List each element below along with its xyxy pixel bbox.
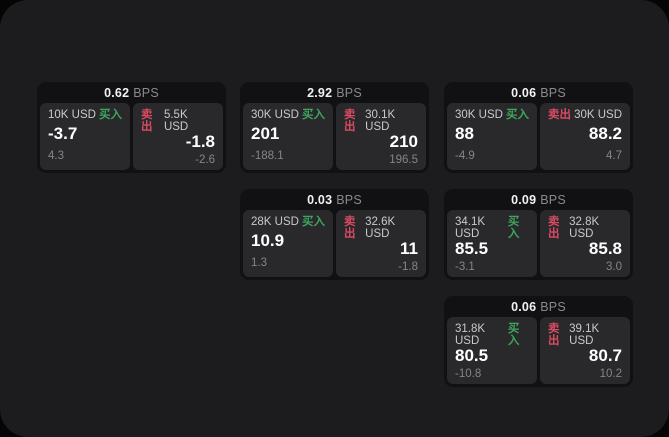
buy-amount: 30K USD — [455, 109, 503, 121]
sell-side-label: 卖出 — [141, 109, 153, 133]
quote-panels: 30K USD 买入 201 -188.1 卖出 30.1K USD 210 1… — [243, 103, 426, 170]
sell-side-label: 卖出 — [548, 323, 560, 347]
sell-panel[interactable]: 卖出 32.6K USD 11 -1.8 — [336, 210, 426, 277]
sell-price: 80.7 — [588, 346, 622, 365]
card-header: 0.06 BPS — [447, 296, 630, 317]
sell-panel[interactable]: 卖出 5.5K USD -1.8 -2.6 — [133, 103, 223, 170]
sell-price: -1.8 — [185, 132, 215, 151]
bps-value: 0.09 — [511, 192, 537, 207]
buy-side-label: 买入 — [302, 216, 325, 228]
quote-panels: 34.1K USD 买入 85.5 -3.1 卖出 32.8K USD 85.8… — [447, 210, 630, 277]
sell-amount: 30K USD — [574, 109, 622, 121]
quote-card-0: 0.62 BPS 10K USD 买入 -3.7 4.3 卖出 5.5K USD… — [37, 82, 226, 173]
buy-amount: 31.8K USD — [455, 323, 486, 347]
buy-amount: 10K USD — [48, 109, 96, 121]
quote-panels: 10K USD 买入 -3.7 4.3 卖出 5.5K USD -1.8 -2.… — [40, 103, 223, 170]
sell-amount: 5.5K USD — [163, 109, 189, 133]
sell-delta: 196.5 — [389, 154, 418, 166]
sell-side-label: 卖出 — [344, 109, 356, 133]
buy-side-label: 买入 — [506, 109, 529, 121]
card-header: 0.06 BPS — [447, 82, 630, 103]
bps-suffix-label: BPS — [540, 85, 566, 100]
buy-panel[interactable]: 30K USD 买入 201 -188.1 — [243, 103, 333, 170]
buy-amount: 34.1K USD — [455, 216, 486, 240]
buy-amount: 28K USD — [251, 216, 299, 228]
bps-value: 0.06 — [511, 85, 537, 100]
buy-side-label: 买入 — [507, 216, 520, 240]
quote-panels: 31.8K USD 买入 80.5 -10.8 卖出 39.1K USD 80.… — [447, 317, 630, 384]
bps-value: 0.62 — [104, 85, 130, 100]
sell-panel[interactable]: 卖出 30.1K USD 210 196.5 — [336, 103, 426, 170]
buy-side-label: 买入 — [507, 323, 520, 347]
buy-price: 88 — [455, 124, 474, 144]
bps-value: 0.03 — [307, 192, 333, 207]
sell-panel[interactable]: 卖出 32.8K USD 85.8 3.0 — [540, 210, 630, 277]
bps-suffix-label: BPS — [540, 192, 566, 207]
quote-card-5: 0.06 BPS 31.8K USD 买入 80.5 -10.8 卖出 39.1… — [444, 296, 633, 387]
quote-panels: 28K USD 买入 10.9 1.3 卖出 32.6K USD 11 -1.8 — [243, 210, 426, 277]
bps-suffix-label: BPS — [540, 299, 566, 314]
quote-card-1: 2.92 BPS 30K USD 买入 201 -188.1 卖出 30.1K … — [240, 82, 429, 173]
card-header: 0.09 BPS — [447, 189, 630, 210]
buy-amount: 30K USD — [251, 109, 299, 121]
sell-side-label: 卖出 — [344, 216, 356, 240]
sell-delta: 3.0 — [606, 261, 622, 273]
sell-amount: 32.6K USD — [365, 216, 396, 240]
quote-card-4: 0.09 BPS 34.1K USD 买入 85.5 -3.1 卖出 32.8K… — [444, 189, 633, 280]
sell-price: 11 — [400, 239, 418, 258]
buy-delta: -188.1 — [251, 150, 284, 162]
sell-delta: 10.2 — [599, 368, 622, 380]
sell-amount: 30.1K USD — [365, 109, 396, 133]
card-header: 0.62 BPS — [40, 82, 223, 103]
sell-price: 88.2 — [588, 124, 622, 144]
buy-side-label: 买入 — [99, 109, 122, 121]
sell-panel[interactable]: 卖出 30K USD 88.2 4.7 — [540, 103, 630, 170]
bps-suffix-label: BPS — [336, 85, 362, 100]
sell-amount: 39.1K USD — [569, 323, 600, 347]
quote-card-3: 0.03 BPS 28K USD 买入 10.9 1.3 卖出 32.6K US… — [240, 189, 429, 280]
card-header: 2.92 BPS — [243, 82, 426, 103]
sell-side-label: 卖出 — [548, 109, 571, 121]
buy-side-label: 买入 — [302, 109, 325, 121]
buy-price: 85.5 — [455, 239, 489, 258]
bps-value: 2.92 — [307, 85, 333, 100]
buy-price: 201 — [251, 124, 280, 144]
bps-value: 0.06 — [511, 299, 537, 314]
buy-delta: -10.8 — [455, 368, 482, 380]
buy-panel[interactable]: 10K USD 买入 -3.7 4.3 — [40, 103, 130, 170]
sell-delta: -2.6 — [195, 154, 215, 166]
buy-price: -3.7 — [48, 124, 78, 144]
buy-price: 80.5 — [455, 346, 489, 365]
bps-suffix-label: BPS — [336, 192, 362, 207]
sell-side-label: 卖出 — [548, 216, 560, 240]
quote-panels: 30K USD 买入 88 -4.9 卖出 30K USD 88.2 4.7 — [447, 103, 630, 170]
sell-panel[interactable]: 卖出 39.1K USD 80.7 10.2 — [540, 317, 630, 384]
sell-delta: -1.8 — [398, 261, 418, 273]
sell-price: 210 — [389, 132, 418, 151]
sell-price: 85.8 — [588, 239, 622, 258]
buy-delta: 4.3 — [48, 150, 64, 162]
buy-panel[interactable]: 30K USD 买入 88 -4.9 — [447, 103, 537, 170]
buy-delta: -3.1 — [455, 261, 475, 273]
buy-panel[interactable]: 31.8K USD 买入 80.5 -10.8 — [447, 317, 537, 384]
buy-panel[interactable]: 28K USD 买入 10.9 1.3 — [243, 210, 333, 277]
buy-price: 10.9 — [251, 231, 285, 251]
buy-delta: -4.9 — [455, 150, 475, 162]
buy-panel[interactable]: 34.1K USD 买入 85.5 -3.1 — [447, 210, 537, 277]
card-header: 0.03 BPS — [243, 189, 426, 210]
sell-amount: 32.8K USD — [569, 216, 600, 240]
bps-suffix-label: BPS — [133, 85, 159, 100]
sell-delta: 4.7 — [606, 150, 622, 162]
quote-card-2: 0.06 BPS 30K USD 买入 88 -4.9 卖出 30K USD 8… — [444, 82, 633, 173]
buy-delta: 1.3 — [251, 257, 267, 269]
